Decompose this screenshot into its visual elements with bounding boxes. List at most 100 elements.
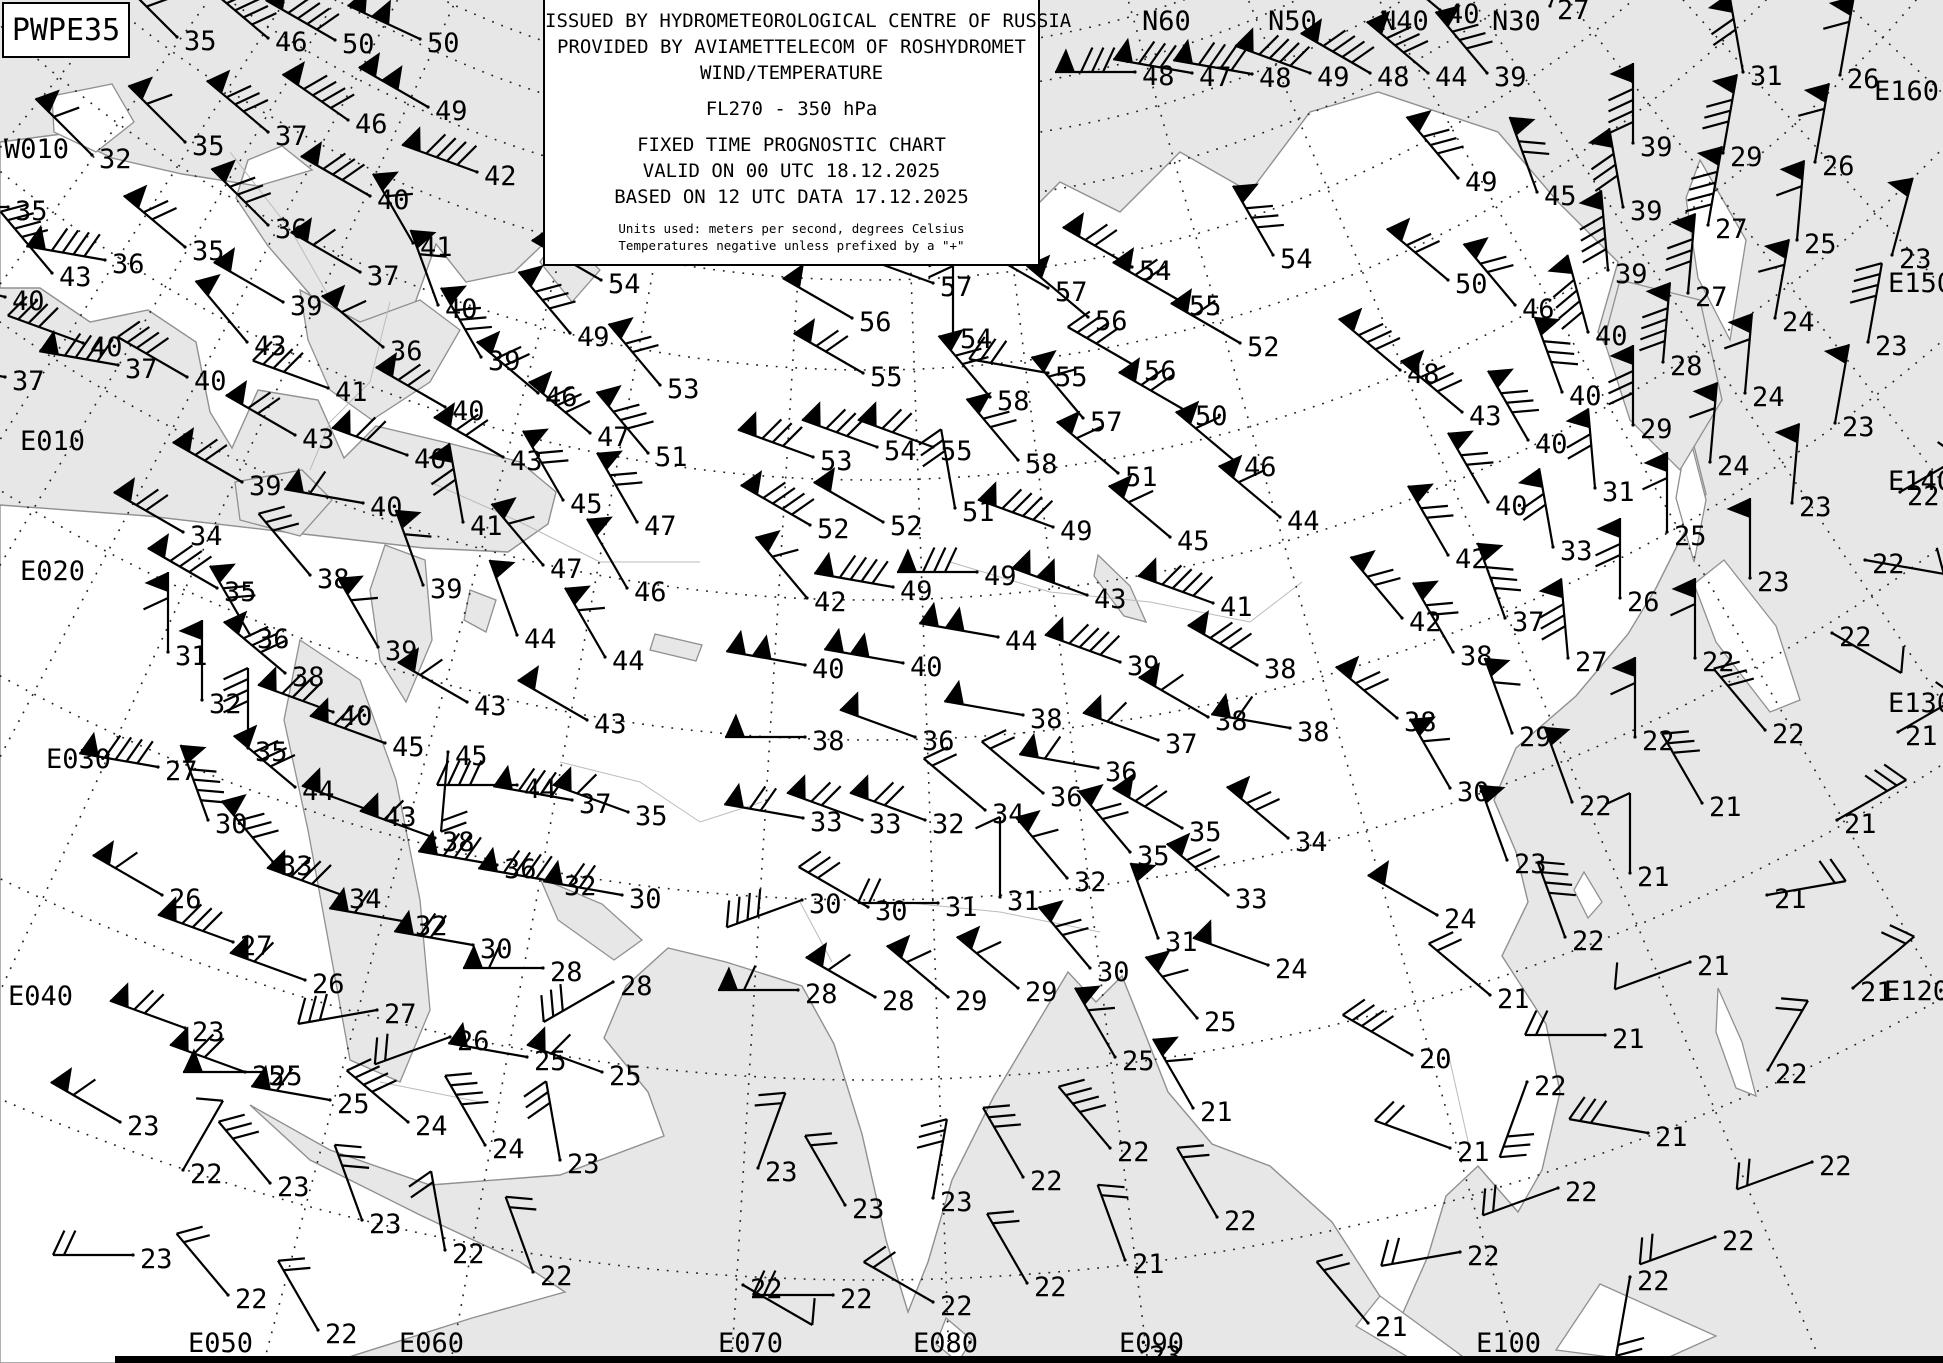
wind-barb-full bbox=[1076, 425, 1102, 440]
wind-barb-full bbox=[1245, 204, 1273, 210]
wind-barb-full bbox=[556, 392, 582, 407]
wind-barb-full bbox=[565, 400, 591, 414]
wind-barb-full bbox=[1829, 858, 1847, 882]
station-temperature: 44 bbox=[1435, 62, 1468, 93]
wind-barb-flag bbox=[552, 766, 572, 792]
station: 24 bbox=[1367, 860, 1477, 935]
wind-barb-full bbox=[920, 1118, 948, 1128]
wind-barb-staff bbox=[433, 416, 504, 458]
wind-barb-full bbox=[752, 1270, 766, 1296]
wind-barb-full bbox=[1001, 488, 1023, 510]
meridian-line bbox=[0, 0, 457, 994]
wind-barb-full bbox=[1423, 128, 1450, 138]
wind-barb-flag bbox=[1038, 899, 1064, 923]
station-temperature: 35 bbox=[15, 196, 48, 227]
station-temperature: 41 bbox=[335, 377, 368, 408]
island-taiwan bbox=[1573, 870, 1603, 920]
wind-barb-full bbox=[1102, 811, 1129, 821]
wind-barb-full bbox=[188, 555, 213, 573]
station: 25 bbox=[1642, 452, 1707, 552]
wind-barb-staff bbox=[1173, 59, 1253, 76]
wind-barb-staff bbox=[1586, 408, 1597, 489]
station: 33 bbox=[220, 793, 313, 882]
station-temperature: 22 bbox=[940, 1291, 973, 1322]
island-philippines bbox=[1715, 987, 1757, 1098]
wind-barb-full bbox=[916, 1139, 944, 1149]
station: 38 bbox=[1187, 610, 1297, 685]
station-temperature: 25 bbox=[1204, 1007, 1237, 1038]
title-box: ISSUED BY HYDROMETEOROLOGICAL CENTRE OF … bbox=[543, 0, 1071, 266]
wind-barb-full bbox=[817, 861, 841, 879]
wind-barb-flag bbox=[301, 767, 321, 793]
wind-barb-full bbox=[1159, 44, 1177, 69]
wind-barb-full bbox=[1537, 860, 1565, 866]
station-temperature: 22 bbox=[452, 1239, 485, 1270]
wind-barb-full bbox=[1208, 43, 1227, 68]
wind-barb-flag bbox=[1727, 313, 1752, 334]
wind-barb-staff bbox=[1447, 432, 1489, 503]
wind-barb-full bbox=[578, 864, 597, 889]
wind-barb-full bbox=[1197, 41, 1216, 66]
wind-barb-full bbox=[981, 729, 1007, 743]
wind-barb-full bbox=[1144, 790, 1168, 808]
station: 20 bbox=[1342, 998, 1452, 1075]
station: 25 bbox=[1074, 985, 1155, 1077]
wind-barb-full bbox=[83, 233, 101, 257]
wind-barb-full bbox=[804, 1132, 832, 1137]
wind-barb-full bbox=[1459, 32, 1486, 42]
wind-barb-flag bbox=[1153, 1036, 1179, 1057]
wind-barb-full bbox=[815, 329, 839, 347]
station: 53 bbox=[607, 316, 700, 405]
station: 42 bbox=[1407, 483, 1488, 575]
wind-barb-full bbox=[549, 300, 576, 310]
station: 23 bbox=[52, 1230, 173, 1275]
wind-barb-flag bbox=[587, 516, 613, 537]
wind-barb-full bbox=[548, 385, 574, 400]
station: 23 bbox=[1478, 784, 1547, 880]
station: 30 bbox=[1037, 899, 1130, 988]
wind-barb-full bbox=[146, 93, 173, 105]
station-temperature: 37 bbox=[125, 354, 158, 385]
wind-barb-flag bbox=[1226, 775, 1251, 800]
wind-barb-full bbox=[1101, 1194, 1129, 1199]
wind-barb-full bbox=[1099, 634, 1121, 656]
station: 24 bbox=[1723, 313, 1785, 413]
wind-barb-full bbox=[342, 1164, 370, 1169]
station: 33 bbox=[724, 782, 843, 838]
station-temperature: 33 bbox=[810, 807, 843, 838]
station: 24 bbox=[346, 1058, 448, 1142]
station: 34 bbox=[113, 477, 223, 552]
wind-barb-full bbox=[825, 335, 849, 353]
wind-barb-full bbox=[798, 850, 822, 868]
wind-barb-full bbox=[1522, 150, 1550, 156]
station-temperature: 22 bbox=[1819, 1151, 1852, 1182]
wind-barb-full bbox=[1567, 444, 1592, 460]
wind-barb-flag bbox=[1056, 410, 1081, 435]
wind-barb-full bbox=[933, 547, 947, 573]
station-temperature: 21 bbox=[1697, 951, 1730, 982]
wind-barb-full bbox=[1883, 763, 1907, 781]
wind-barb-full bbox=[1068, 623, 1090, 645]
wind-barb-full bbox=[528, 769, 547, 794]
wind-barb-staff bbox=[726, 898, 803, 929]
wind-barb-full bbox=[1084, 223, 1108, 241]
station-temperature: 40 bbox=[1595, 321, 1628, 352]
wind-barb-full bbox=[181, 903, 203, 925]
wind-barb-full bbox=[223, 678, 249, 692]
station: 46 bbox=[586, 516, 667, 608]
station: 35 bbox=[223, 667, 288, 768]
wind-barb-full bbox=[1062, 927, 1089, 937]
wind-barb-full bbox=[1540, 614, 1565, 630]
wind-barb-flag bbox=[1166, 832, 1191, 857]
station-temperature: 40 bbox=[1495, 491, 1528, 522]
station: 53 bbox=[737, 411, 853, 477]
wind-barb-full bbox=[145, 337, 170, 355]
wind-barb-flag bbox=[1828, 0, 1854, 16]
wind-barb-staff bbox=[986, 1213, 1028, 1284]
wind-barb-full bbox=[238, 812, 265, 822]
wind-barb-full bbox=[1219, 45, 1237, 70]
station: 38 bbox=[725, 713, 845, 757]
wind-barb-full bbox=[1579, 215, 1604, 231]
station: 22 bbox=[181, 1097, 224, 1190]
station-temperature: 27 bbox=[165, 756, 198, 787]
